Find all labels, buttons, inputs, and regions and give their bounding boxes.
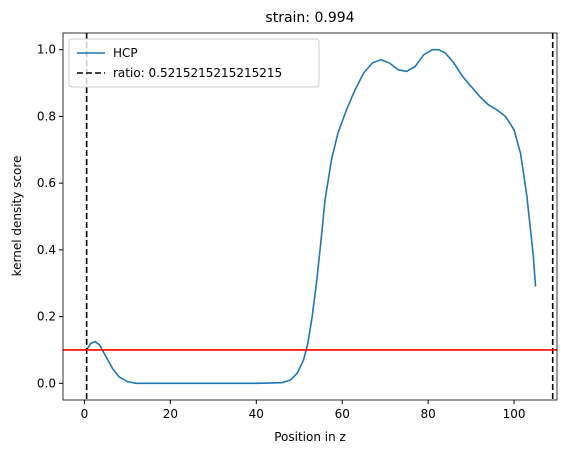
x-tick-label: 40 [249, 407, 264, 421]
legend-box [68, 38, 320, 88]
x-tick-label: 20 [163, 407, 178, 421]
y-axis-label: kernel density score [10, 156, 24, 277]
chart-title: strain: 0.994 [265, 10, 354, 26]
axes-frame [62, 32, 558, 401]
y-tick-label: 0.0 [37, 376, 56, 390]
y-tick-label: 0.8 [37, 109, 56, 123]
y-tick-label: 0.6 [37, 176, 56, 190]
x-tick-label: 60 [335, 407, 350, 421]
legend-label: HCP [113, 46, 138, 60]
legend-label: ratio: 0.5215215215215215 [113, 66, 282, 80]
x-tick-label: 100 [503, 407, 526, 421]
x-tick-label: 80 [420, 407, 435, 421]
y-tick-label: 0.4 [37, 243, 56, 257]
line [85, 48, 537, 385]
x-tick-label: 0 [81, 407, 89, 421]
y-tick-label: 0.2 [37, 310, 56, 324]
x-axis-label: Position in z [274, 430, 346, 444]
y-tick-label: 1.0 [37, 43, 56, 57]
